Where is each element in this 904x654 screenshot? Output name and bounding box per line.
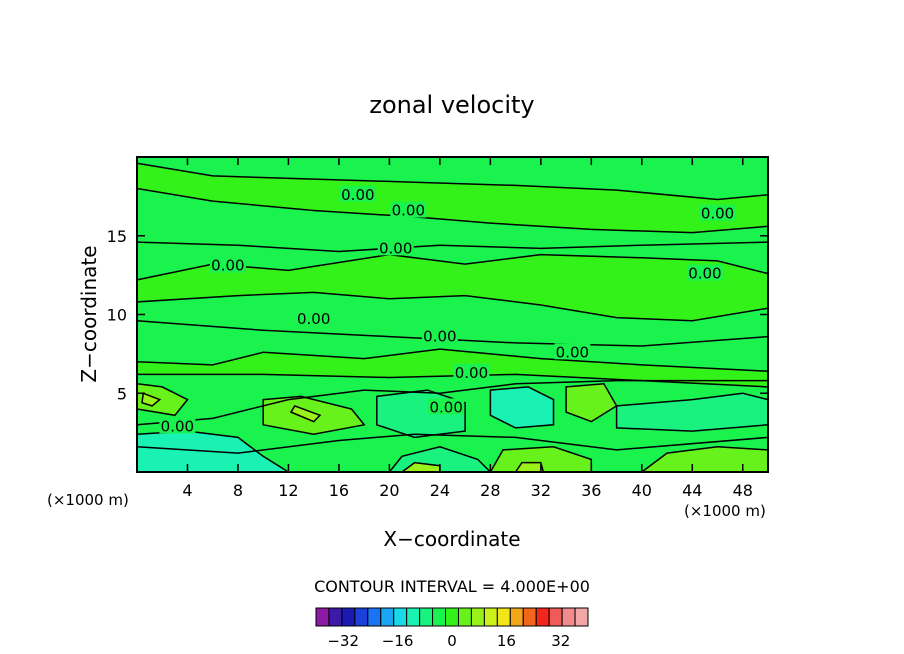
contour-label-bg bbox=[295, 310, 332, 327]
x-tick-label: 16 bbox=[329, 481, 349, 500]
colorbar-tick-label: 0 bbox=[447, 632, 457, 650]
colorbar-swatch bbox=[419, 607, 434, 627]
contour-label-bg bbox=[209, 256, 246, 273]
contour-label-bg bbox=[686, 264, 723, 281]
y-tick-label: 5 bbox=[117, 384, 127, 403]
colorbar-swatch bbox=[393, 607, 408, 627]
contour-labels: 0.00 0.00 0.00 0.00 0.00 0.00 0.00 0.00 0.00 0.00… bbox=[159, 185, 736, 435]
contour-label-bg bbox=[428, 398, 465, 415]
contour-label: 0.00 bbox=[379, 239, 412, 257]
x-tick-label: 32 bbox=[531, 481, 551, 500]
axis-ticks bbox=[137, 157, 768, 472]
contour-label-bg bbox=[339, 185, 376, 202]
x-tick-label: 48 bbox=[733, 481, 753, 500]
contour-line-4 bbox=[136, 433, 769, 454]
colorbar-tick-labels: −32 −16 0 16 32 bbox=[327, 632, 570, 650]
colorbar-swatch bbox=[354, 607, 369, 627]
colorbar-swatch bbox=[470, 607, 485, 627]
colorbar-swatch bbox=[406, 607, 421, 627]
colorbar-swatch bbox=[341, 607, 356, 627]
y-axis-label: Z−coordinate bbox=[77, 245, 101, 382]
colorbar-swatch bbox=[535, 607, 550, 627]
colorbar-swatch bbox=[457, 607, 472, 627]
colorbar-swatch bbox=[432, 607, 447, 627]
colorbar-swatch bbox=[315, 607, 330, 627]
colorbar-swatch bbox=[561, 607, 576, 627]
contour-label: 0.00 bbox=[455, 364, 488, 382]
colorbar-swatch bbox=[548, 607, 563, 627]
contour-region-yellow-core-1 bbox=[141, 392, 162, 407]
contour-region-bottom-mint-2 bbox=[489, 386, 555, 429]
colorbar-swatch bbox=[496, 607, 511, 627]
y-tick-labels: 5 10 15 bbox=[107, 227, 127, 404]
contour-label: 0.00 bbox=[211, 257, 244, 275]
x-unit-right: (×1000 m) bbox=[684, 502, 766, 520]
contour-label-bg bbox=[390, 201, 427, 218]
contour-label-bg bbox=[377, 239, 414, 256]
x-tick-label: 4 bbox=[182, 481, 192, 500]
contour-label: 0.00 bbox=[423, 328, 456, 346]
contour-label: 0.00 bbox=[701, 205, 734, 223]
colorbar-swatch bbox=[522, 607, 537, 627]
contour-label-bg bbox=[159, 417, 196, 434]
contour-label: 0.00 bbox=[688, 265, 721, 283]
contour-label-bg bbox=[453, 363, 490, 380]
y-tick-label: 15 bbox=[107, 227, 127, 246]
x-tick-label: 28 bbox=[480, 481, 500, 500]
x-tick-label: 8 bbox=[233, 481, 243, 500]
colorbar-swatch bbox=[509, 607, 524, 627]
x-tick-label: 44 bbox=[682, 481, 702, 500]
x-tick-label: 36 bbox=[581, 481, 601, 500]
contour-label: 0.00 bbox=[297, 310, 330, 328]
contour-label-bg bbox=[699, 204, 736, 221]
colorbar-tick-label: −32 bbox=[327, 632, 359, 650]
colorbar-tick-label: 16 bbox=[497, 632, 516, 650]
contour-region-yellow-core-2 bbox=[289, 404, 322, 423]
x-axis-label: X−coordinate bbox=[383, 527, 520, 551]
contour-line-1 bbox=[136, 241, 769, 253]
colorbar-swatch bbox=[328, 607, 343, 627]
y-tick-label: 10 bbox=[107, 306, 127, 325]
contour-interval-label: CONTOUR INTERVAL = 4.000E+00 bbox=[314, 577, 590, 596]
contour-label: 0.00 bbox=[341, 186, 374, 204]
colorbar-swatch bbox=[380, 607, 395, 627]
contour-region-lime-3 bbox=[565, 383, 618, 423]
colorbar-swatch bbox=[367, 607, 382, 627]
colorbar-swatch bbox=[445, 607, 459, 627]
contour-line-3 bbox=[136, 379, 768, 426]
contour-label-bg bbox=[421, 327, 458, 344]
contour-label: 0.00 bbox=[161, 417, 194, 435]
colorbar bbox=[315, 607, 589, 627]
x-tick-label: 20 bbox=[379, 481, 399, 500]
contour-label: 0.00 bbox=[429, 398, 462, 416]
x-tick-label: 12 bbox=[278, 481, 298, 500]
x-tick-label: 40 bbox=[632, 481, 652, 500]
plot-area: 0.00 0.00 0.00 0.00 0.00 0.00 0.00 0.00 0.00 0.00… bbox=[136, 156, 769, 473]
colorbar-tick-label: −16 bbox=[382, 632, 414, 650]
x-unit-left: (×1000 m) bbox=[47, 491, 129, 509]
colorbar-tick-label: 32 bbox=[551, 632, 570, 650]
contour-label-bg bbox=[554, 343, 591, 360]
x-tick-labels: 4 8 12 16 20 24 28 32 36 40 44 48 bbox=[182, 481, 753, 500]
colorbar-swatch bbox=[574, 607, 589, 627]
chart-title: zonal velocity bbox=[369, 91, 534, 119]
colorbar-swatch bbox=[483, 607, 498, 627]
contour-label: 0.00 bbox=[392, 202, 425, 220]
x-tick-label: 24 bbox=[430, 481, 450, 500]
contour-label: 0.00 bbox=[556, 343, 589, 361]
